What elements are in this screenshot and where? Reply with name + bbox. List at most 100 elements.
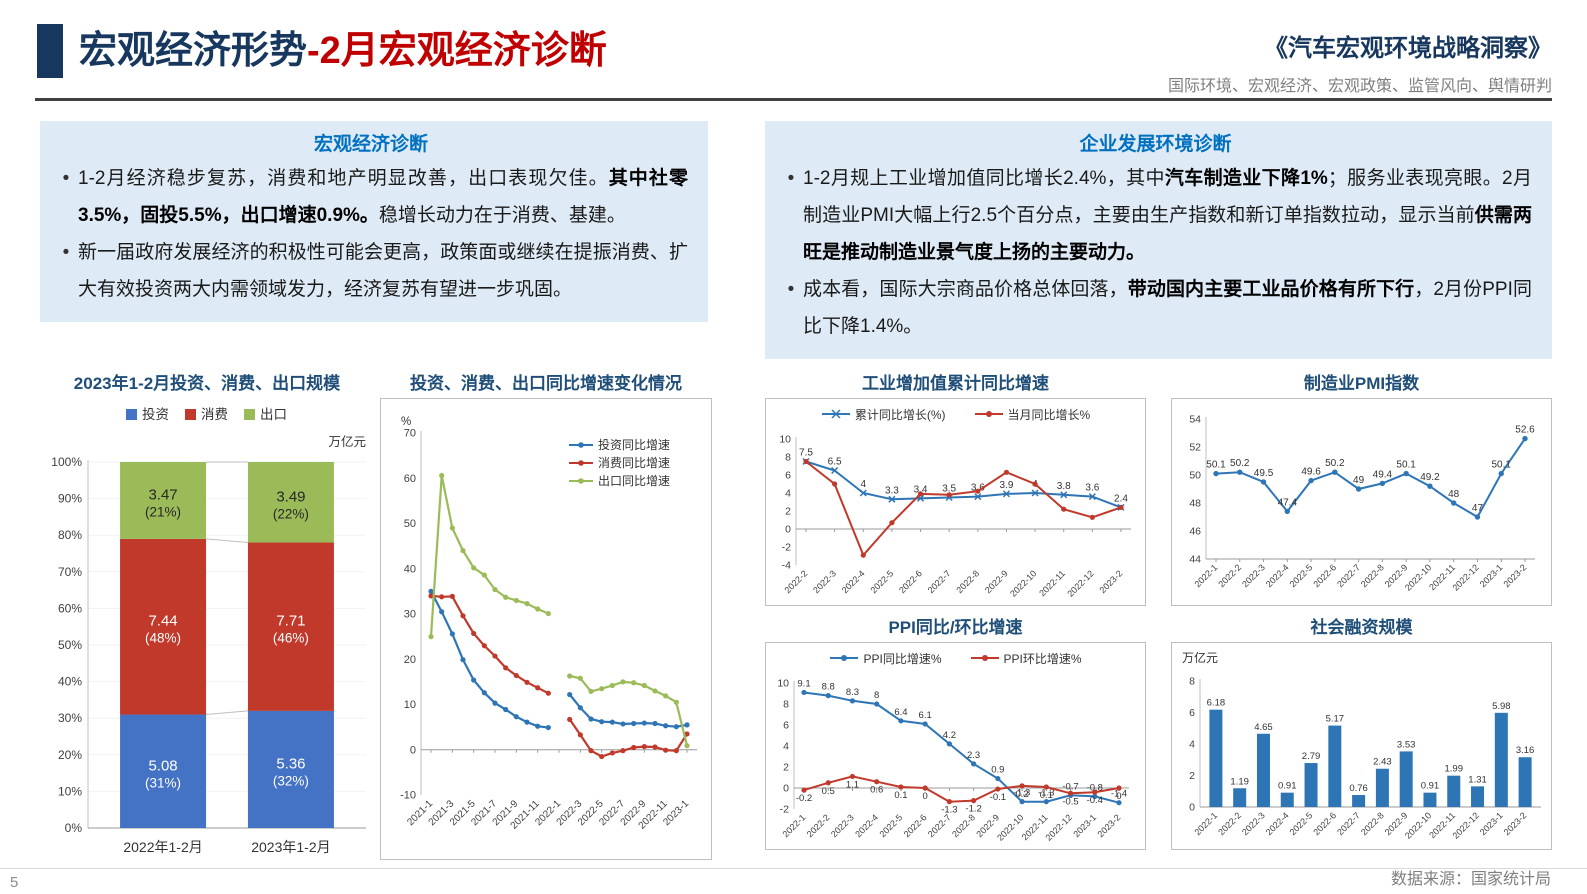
legend-item: 累计同比增长(%)	[821, 406, 946, 423]
business-panel-bullets: • 1-2月规上工业增加值同比增长2.4%，其中汽车制造业下降1%；服务业表现亮眼…	[779, 160, 1532, 345]
svg-text:2022-12: 2022-12	[1065, 568, 1095, 598]
svg-text:8: 8	[785, 452, 791, 464]
svg-text:-2: -2	[782, 542, 791, 554]
svg-text:46: 46	[1189, 526, 1201, 538]
financing-chart: 0 2 4 6 8 6.18 2022-1 1.19 2022-2 4.65 2022-3 0.91 2…	[1189, 676, 1541, 841]
svg-text:8.3: 8.3	[846, 687, 859, 698]
svg-text:2022-2: 2022-2	[1216, 562, 1243, 589]
svg-text:出口: 出口	[260, 407, 287, 422]
svg-text:0: 0	[1116, 791, 1121, 802]
legend-item: 当月同比增长%	[974, 406, 1090, 423]
svg-text:0: 0	[1189, 802, 1195, 814]
svg-text:48: 48	[1189, 498, 1201, 510]
report-title: 《汽车宏观环境战略洞察》	[1264, 35, 1552, 62]
svg-text:6.1: 6.1	[919, 710, 932, 721]
svg-text:-1.3: -1.3	[1038, 788, 1054, 799]
svg-text:6.5: 6.5	[828, 457, 842, 468]
bullet-text: 新一届政府发展经济的积极性可能会更高，政策面或继续在提振消费、扩大有效投资两大内…	[78, 242, 688, 300]
svg-text:2022-4: 2022-4	[1264, 810, 1291, 837]
svg-text:49.5: 49.5	[1254, 468, 1274, 479]
svg-text:8: 8	[874, 690, 879, 701]
svg-text:-0.1: -0.1	[990, 792, 1006, 803]
chart-growth-trend: 投资、消费、出口同比增速变化情况 -10 0 10 20 30 40 50 60 70 2021-…	[380, 372, 712, 868]
business-environment-panel: 企业发展环境诊断 • 1-2月规上工业增加值同比增长2.4%，其中汽车制造业下降1…	[765, 121, 1552, 359]
header-left: 宏观经济形势-2月宏观经济诊断	[37, 24, 607, 78]
pmi-chart: 4446485052542022-12022-22022-32022-42022…	[1189, 414, 1535, 593]
page-number: 5	[10, 874, 19, 891]
svg-text:2022-8: 2022-8	[954, 568, 981, 595]
svg-text:0.5: 0.5	[822, 786, 835, 797]
svg-text:消费同比增速: 消费同比增速	[598, 456, 670, 470]
svg-text:2022-10: 2022-10	[995, 812, 1025, 842]
svg-text:2022-9: 2022-9	[983, 568, 1010, 595]
svg-text:2022-7: 2022-7	[1335, 810, 1362, 837]
svg-text:投资: 投资	[142, 407, 169, 422]
svg-text:2023-1: 2023-1	[1071, 812, 1098, 839]
svg-text:-1.3: -1.3	[941, 805, 957, 816]
svg-text:2023-2: 2023-2	[1098, 568, 1125, 595]
svg-text:2: 2	[783, 762, 789, 774]
chart-industrial-output: 工业增加值累计同比增速 累计同比增长(%) 当月同比增长% -4 -2 0 2 4 6 8 10…	[765, 372, 1146, 606]
macro-diagnosis-panel: 宏观经济诊断 • 1-2月经济稳步复苏，消费和地产明显改善，出口表现欠佳。其中社零…	[40, 121, 708, 322]
chart-legend: PPI同比增速% PPI环比增速%	[766, 643, 1145, 669]
svg-text:2023-2: 2023-2	[1502, 810, 1529, 837]
svg-text:2022-6: 2022-6	[1311, 810, 1338, 837]
svg-text:30%: 30%	[58, 711, 82, 725]
svg-text:50.2: 50.2	[1325, 458, 1345, 469]
svg-text:50: 50	[404, 518, 416, 530]
bullet-item: • 新一届政府发展经济的积极性可能会更高，政策面或继续在提振消费、扩大有效投资两大…	[54, 234, 688, 308]
svg-text:2022-2: 2022-2	[805, 812, 832, 839]
svg-text:2022-5: 2022-5	[868, 568, 895, 595]
svg-text:4: 4	[785, 488, 791, 500]
svg-text:80%: 80%	[58, 528, 82, 542]
page-title-main: 宏观经济形势	[79, 30, 308, 72]
svg-text:2022-5: 2022-5	[1288, 810, 1315, 837]
svg-text:消费: 消费	[201, 407, 228, 422]
svg-text:50.1: 50.1	[1206, 460, 1226, 471]
svg-text:2022-10: 2022-10	[1008, 568, 1038, 598]
svg-text:8: 8	[783, 699, 789, 711]
chart-legend: 累计同比增长(%) 当月同比增长%	[766, 399, 1145, 425]
svg-text:2.3: 2.3	[967, 750, 980, 761]
header-accent-bar	[37, 24, 63, 78]
svg-text:0: 0	[410, 744, 416, 756]
unit-label: 万亿元	[1182, 651, 1219, 665]
svg-text:0.91: 0.91	[1278, 781, 1297, 792]
svg-text:2023-1: 2023-1	[1478, 810, 1505, 837]
slide-header: 宏观经济形势-2月宏观经济诊断 《汽车宏观环境战略洞察》 国际环境、宏观经济、宏…	[37, 24, 1552, 96]
svg-text:3.3: 3.3	[885, 485, 899, 496]
svg-text:54: 54	[1189, 414, 1201, 426]
left-chart-row: 2023年1-2月投资、消费、出口规模 投资 消费 出口 万亿元 0% 10% 20% 30%…	[40, 372, 712, 868]
svg-text:6.18: 6.18	[1207, 698, 1226, 709]
svg-text:2023-2: 2023-2	[1502, 562, 1529, 589]
svg-text:2022-8: 2022-8	[1359, 810, 1386, 837]
svg-text:6: 6	[785, 470, 791, 482]
svg-text:3.49: 3.49	[276, 488, 305, 505]
svg-text:0.76: 0.76	[1349, 783, 1368, 794]
page-title: 宏观经济形势-2月宏观经济诊断	[79, 24, 607, 78]
header-right: 《汽车宏观环境战略洞察》 国际环境、宏观经济、宏观政策、监管风向、舆情研判	[1168, 24, 1552, 96]
svg-text:50.1: 50.1	[1491, 460, 1511, 471]
svg-text:3.47: 3.47	[148, 486, 177, 503]
svg-text:10: 10	[777, 678, 789, 690]
svg-text:6: 6	[783, 720, 789, 732]
bullet-text: 成本看，国际大宗商品价格总体回落，带动国内主要工业品价格有所下行，2月份PPI同…	[803, 279, 1532, 337]
svg-text:-0.8: -0.8	[1087, 782, 1103, 793]
svg-text:6: 6	[1189, 707, 1195, 719]
svg-text:3.6: 3.6	[1085, 483, 1099, 494]
svg-text:2022-1: 2022-1	[1192, 810, 1219, 837]
svg-text:2022-7: 2022-7	[1335, 562, 1362, 589]
svg-text:50: 50	[1189, 470, 1201, 482]
svg-text:0.2: 0.2	[1015, 789, 1028, 800]
bullet-marker: •	[62, 168, 70, 189]
svg-text:4: 4	[860, 479, 866, 490]
svg-text:2022-7: 2022-7	[926, 812, 953, 839]
svg-text:2023-1: 2023-1	[1478, 562, 1505, 589]
svg-text:4: 4	[783, 741, 789, 753]
bullet-marker: •	[62, 242, 70, 263]
chart-title: 制造业PMI指数	[1303, 374, 1420, 393]
growth-trend-chart: -100102030405060702021-12021-32021-52021…	[400, 416, 697, 832]
